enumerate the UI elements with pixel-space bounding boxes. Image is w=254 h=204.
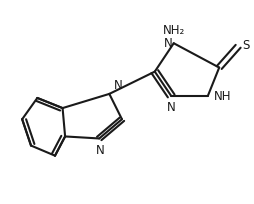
Text: N: N <box>167 101 176 114</box>
Text: N: N <box>96 144 105 157</box>
Text: N: N <box>114 79 123 92</box>
Text: S: S <box>243 39 250 52</box>
Text: NH₂: NH₂ <box>163 24 185 37</box>
Text: NH: NH <box>213 90 231 103</box>
Text: N: N <box>164 37 172 50</box>
